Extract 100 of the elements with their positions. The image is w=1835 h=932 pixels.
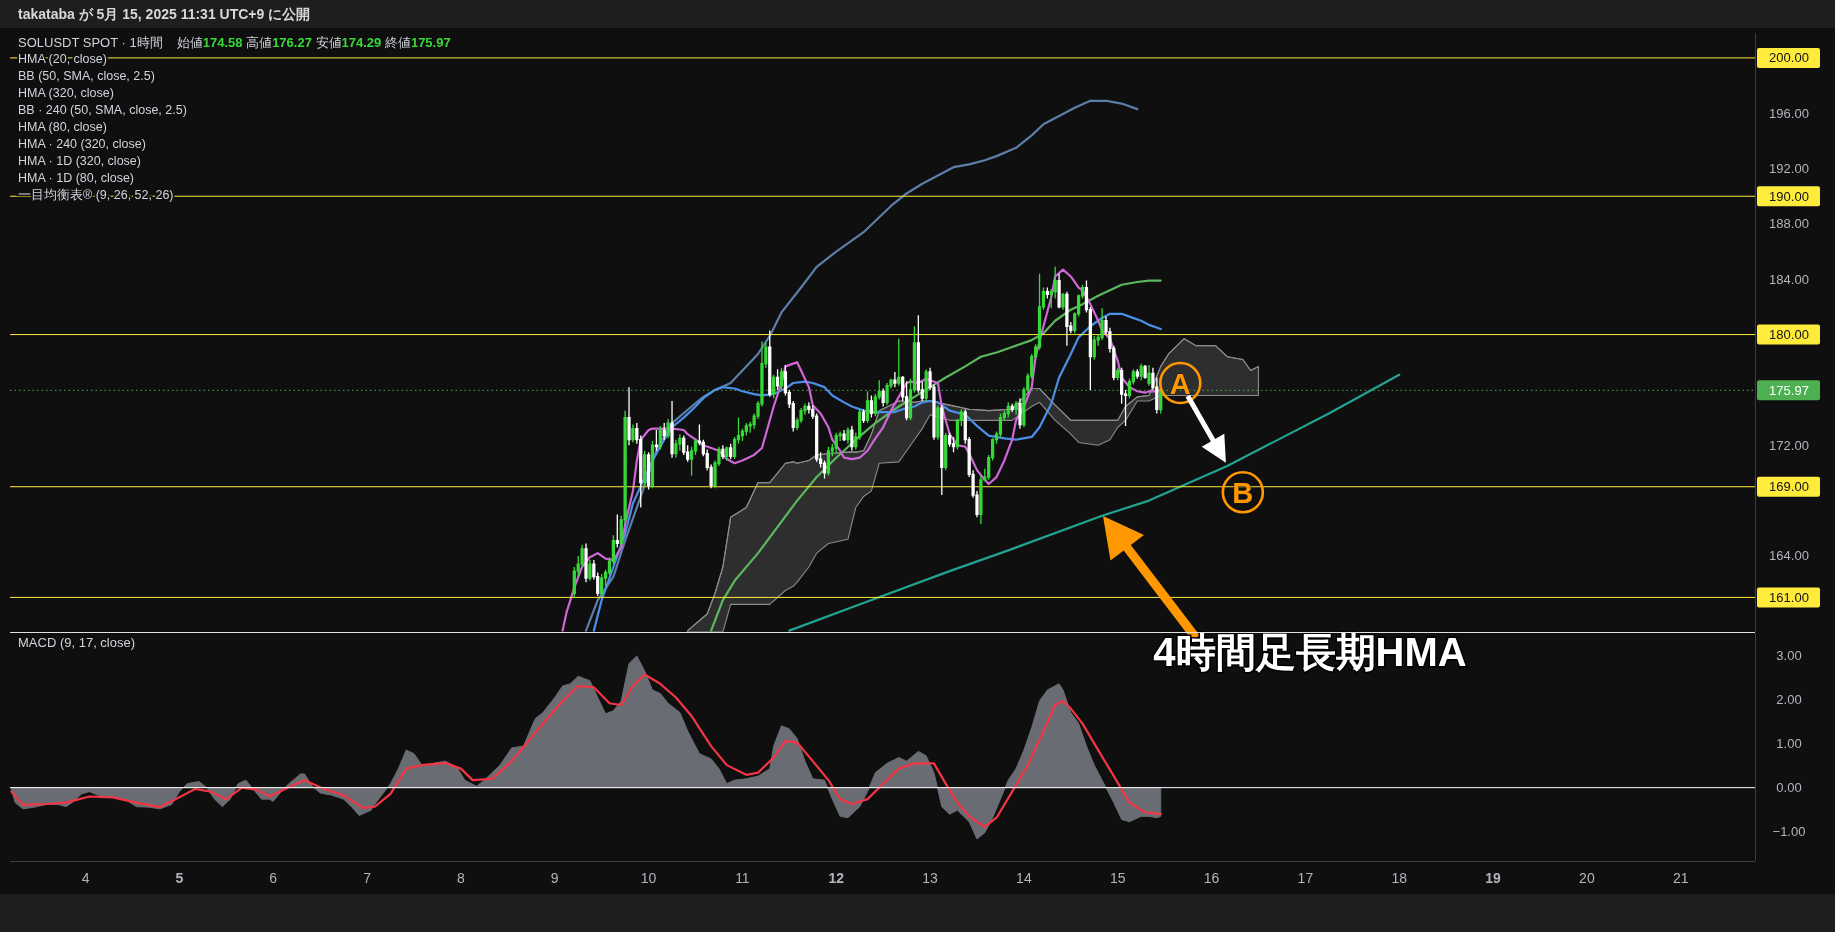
y-tick-label: −1.00: [1772, 824, 1806, 840]
candlestick: [654, 429, 659, 452]
x-tick-label: 11: [735, 870, 750, 886]
candlestick: [775, 368, 780, 391]
x-tick-label: 14: [1016, 870, 1032, 886]
annotation: HMA (320, close): [18, 86, 114, 100]
candlestick: [1057, 273, 1061, 309]
x-tick-label: 12: [828, 870, 845, 886]
x-tick-label: 15: [1109, 870, 1126, 886]
candlestick: [1061, 292, 1065, 311]
line-series: [10, 673, 1162, 829]
line-series: [788, 373, 1401, 632]
ref-line-label: 175.97: [1769, 382, 1809, 398]
candlestick: [721, 444, 725, 460]
candlestick: [627, 386, 631, 446]
candlestick: [924, 368, 928, 402]
ref-line-label: 180.00: [1769, 327, 1809, 343]
line-series: [561, 268, 1162, 632]
candlestick: [947, 432, 952, 448]
x-tick-label: 18: [1391, 870, 1408, 886]
y-tick-label: 2.00: [1776, 691, 1802, 707]
candlestick: [897, 338, 901, 387]
candlestick: [834, 432, 838, 453]
candlestick: [861, 408, 866, 424]
y-tick-label: 184.00: [1769, 271, 1809, 287]
line-series: [584, 99, 1139, 632]
candlestick: [1092, 335, 1096, 361]
candlestick: [662, 422, 666, 441]
x-tick-label: 16: [1203, 870, 1220, 886]
x-tick-label: 7: [363, 870, 372, 886]
candlestick: [850, 425, 854, 452]
x-tick-label: 6: [269, 870, 278, 886]
candlestick: [1018, 397, 1022, 430]
y-tick-label: 196.00: [1769, 105, 1809, 121]
candlestick: [650, 440, 655, 489]
candlestick: [940, 404, 944, 496]
candlestick: [807, 401, 811, 415]
line-series: [592, 312, 1162, 632]
candlestick: [1139, 362, 1143, 381]
annotation: BB · 240 (50, SMA, close, 2.5): [18, 103, 187, 117]
y-tick-label: 172.00: [1769, 437, 1809, 453]
candlestick: [1116, 367, 1120, 381]
candlestick: [646, 451, 651, 491]
candlestick: [869, 394, 874, 419]
chart-subtitle: takataba が 5月 15, 2025 11:31 UTC+9 に公開: [18, 6, 311, 22]
ref-line-label: 161.00: [1769, 589, 1809, 605]
y-tick-label: 0.00: [1776, 780, 1802, 796]
x-tick-label: 4: [81, 870, 90, 886]
candlestick: [643, 450, 647, 488]
annotation: 4時間足長期HMA: [1153, 630, 1467, 674]
candlestick: [1147, 364, 1151, 387]
annotation: 始値174.58 高値176.27 安値174.29 終値175.97: [176, 34, 451, 50]
candlestick: [779, 367, 784, 391]
candlestick: [904, 380, 909, 421]
candlestick: [584, 542, 588, 583]
candlestick: [1006, 401, 1010, 419]
candlestick: [1045, 286, 1049, 300]
y-tick-label: 188.00: [1769, 216, 1809, 232]
candlestick: [1135, 368, 1139, 380]
y-tick-label: 192.00: [1769, 161, 1809, 177]
annotation: HMA (80, close): [18, 120, 107, 134]
x-tick-label: 21: [1672, 870, 1689, 886]
x-tick-label: 20: [1579, 870, 1595, 886]
candlestick: [1014, 400, 1018, 416]
candlestick: [936, 404, 940, 441]
x-tick-label: 19: [1485, 870, 1502, 886]
x-tick-label: 9: [550, 870, 559, 886]
x-tick-label: 5: [175, 870, 184, 886]
candlestick: [631, 423, 635, 444]
x-tick-label: 13: [922, 870, 939, 886]
ref-line-label: 169.00: [1769, 479, 1809, 495]
candlestick: [865, 390, 870, 424]
candlestick: [666, 418, 670, 439]
annotation: HMA · 1D (80, close): [18, 171, 135, 185]
ref-line-label: 200.00: [1769, 50, 1809, 66]
x-tick-label: 10: [640, 870, 657, 886]
candlestick: [768, 329, 772, 398]
candlestick: [842, 429, 846, 442]
chart-title: MACD (9, 17, close): [18, 634, 136, 650]
annotation: BB (50, SMA, close, 2.5): [18, 69, 155, 83]
annotation: A: [1169, 367, 1191, 400]
candlestick: [885, 382, 889, 406]
candlestick: [944, 432, 948, 471]
ref-line-label: 190.00: [1769, 188, 1809, 204]
candlestick: [951, 436, 956, 453]
candlestick: [615, 513, 619, 549]
y-tick-label: 164.00: [1769, 548, 1809, 564]
candlestick: [772, 374, 776, 399]
annotation: B: [1232, 477, 1254, 510]
candlestick: [1065, 291, 1069, 347]
y-tick-label: 3.00: [1776, 647, 1802, 663]
annotation: HMA · 1D (320, close): [18, 154, 141, 168]
candlestick: [670, 400, 674, 459]
candlestick: [725, 445, 729, 462]
candlestick: [826, 445, 831, 477]
x-tick-label: 17: [1297, 870, 1314, 886]
candlestick: [600, 573, 604, 599]
candlestick: [881, 387, 885, 408]
candlestick: [744, 422, 748, 437]
candlestick: [588, 559, 592, 582]
